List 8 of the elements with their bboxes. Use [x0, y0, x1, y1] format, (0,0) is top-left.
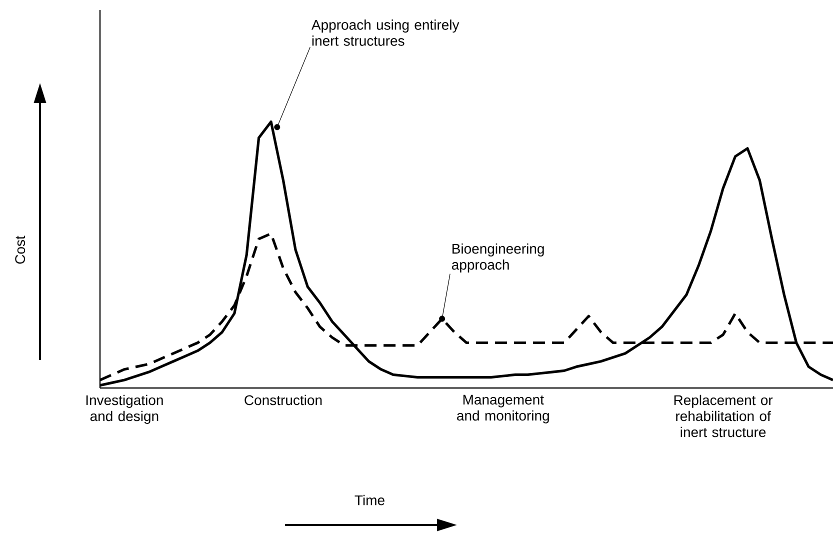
- text: Bioengineering approach: [452, 243, 544, 272]
- x-tick-label: Replacement or rehabilitation of inert structure: [674, 394, 773, 438]
- text: Approach using entirely inert structures: [311, 20, 460, 46]
- x-tick-label: Construction: [244, 394, 322, 406]
- x-axis-title: Time: [354, 494, 384, 506]
- x-tick-label: Investigation and design: [86, 394, 163, 424]
- y-axis-title: Cost: [15, 236, 26, 264]
- x-tick-label: Management and monitoring: [457, 394, 549, 424]
